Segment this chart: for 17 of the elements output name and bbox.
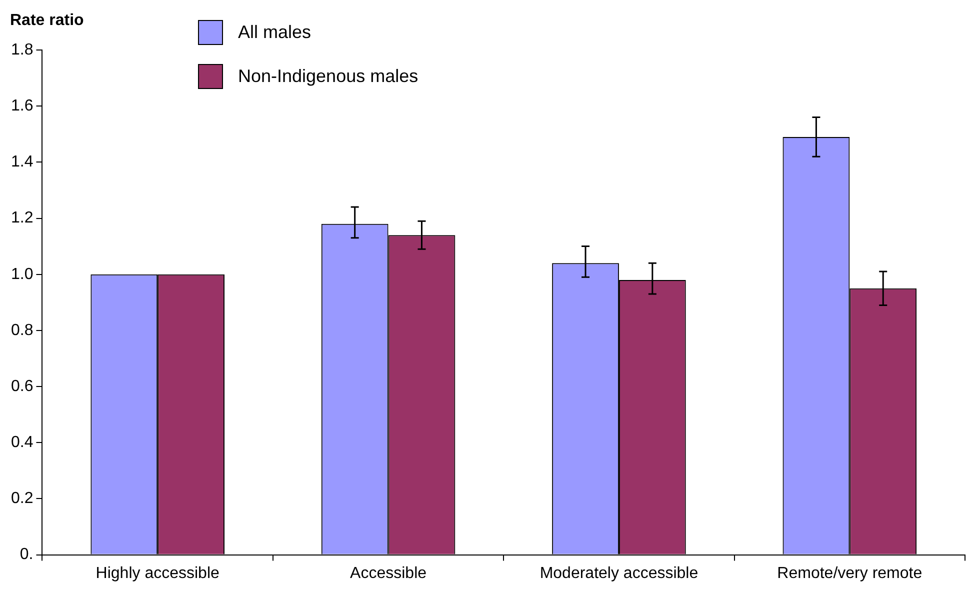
x-tick-label: Highly accessible (96, 564, 220, 582)
y-tick-label: 0. (20, 546, 34, 564)
y-tick-label: 0.8 (10, 322, 34, 339)
x-tick-label: Moderately accessible (540, 564, 698, 582)
y-tick-label: 1.6 (10, 97, 34, 114)
y-tick-label: 0.4 (10, 434, 34, 452)
y-axis-title: Rate ratio (10, 12, 84, 30)
legend-label: Non-Indigenous males (238, 66, 418, 87)
y-tick-label: 0.6 (10, 378, 34, 395)
y-tick-label: 1.2 (10, 210, 34, 227)
y-tick-label: 0.2 (10, 490, 34, 508)
x-tick-label: Remote/very remote (777, 564, 922, 582)
y-tick-label: 1.4 (10, 154, 34, 171)
x-tick-label: Accessible (350, 564, 427, 582)
y-tick-label: 1.0 (10, 266, 34, 283)
legend-label: All males (238, 22, 312, 43)
y-tick-label: 1.8 (10, 41, 34, 58)
